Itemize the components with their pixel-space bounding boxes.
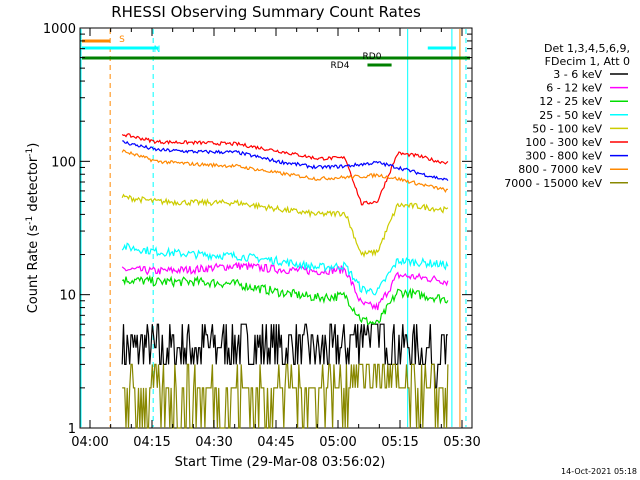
x-tick-label-0: 04:00 <box>71 435 108 450</box>
series-line-4 <box>121 193 449 258</box>
series-line-8 <box>122 363 449 429</box>
legend-label-8: 7000 - 15000 keV <box>504 177 602 190</box>
legend-label-2: 12 - 25 keV <box>539 95 602 108</box>
x-tick-label-4: 05:00 <box>319 435 356 450</box>
legend-label-3: 25 - 50 keV <box>539 109 602 122</box>
series-2 <box>122 274 449 326</box>
x-tick-label-3: 04:45 <box>257 435 294 450</box>
y-axis-label-sup1: -1 <box>25 216 35 225</box>
flag-bars: S N RD0 RD4 <box>82 35 470 71</box>
series-7 <box>121 149 448 194</box>
legend-label-5: 100 - 300 keV <box>525 136 602 149</box>
series-0 <box>121 323 448 389</box>
series-line-2 <box>122 274 449 326</box>
x-axis-label: Start Time (29-Mar-08 03:56:02) <box>175 455 386 470</box>
y-tick-label-2: 100 <box>51 155 76 170</box>
series-line-3 <box>121 242 449 296</box>
y-tick-label-3: 1000 <box>43 22 76 37</box>
plot-frame <box>79 27 473 429</box>
series-line-7 <box>121 149 448 194</box>
legend: Det 1,3,4,5,6,9, FDecim 1, Att 0 3 - 6 k… <box>504 42 630 190</box>
series-line-6 <box>122 140 449 181</box>
legend-header-1: Det 1,3,4,5,6,9, <box>544 42 630 55</box>
x-tick-label-5: 05:15 <box>381 435 418 450</box>
legend-label-4: 50 - 100 keV <box>532 122 602 135</box>
series-1 <box>121 261 449 311</box>
data-series <box>121 133 449 429</box>
y-axis-label-sup2: -1 <box>25 148 35 157</box>
series-6 <box>122 140 449 181</box>
x-tick-label-2: 04:30 <box>195 435 232 450</box>
flag-label-n: N <box>154 45 161 55</box>
y-axis-label: Count Rate (s-1 detector-1) <box>25 143 41 314</box>
legend-header-2: FDecim 1, Att 0 <box>545 55 630 68</box>
flag-label-s: S <box>119 35 125 45</box>
x-axis: 04:00 04:15 04:30 04:45 05:00 05:15 05:30 <box>71 28 481 450</box>
legend-label-7: 800 - 7000 keV <box>518 163 602 176</box>
x-tick-label-6: 05:30 <box>443 435 480 450</box>
chart-title: RHESSI Observing Summary Count Rates <box>111 3 421 21</box>
y-axis-label-mid: detector <box>26 156 41 216</box>
marker-lines <box>80 29 467 427</box>
x-tick-label-1: 04:15 <box>133 435 170 450</box>
series-3 <box>121 242 449 296</box>
series-4 <box>121 193 449 258</box>
legend-label-1: 6 - 12 keV <box>546 82 602 95</box>
legend-label-0: 3 - 6 keV <box>553 68 602 81</box>
legend-label-6: 300 - 800 keV <box>525 150 602 163</box>
series-line-5 <box>121 133 449 206</box>
flag-label-rd4: RD4 <box>331 61 350 71</box>
flag-label-rd0: RD0 <box>363 52 382 62</box>
series-line-0 <box>121 323 448 389</box>
footer-timestamp: 14-Oct-2021 05:18 <box>561 467 637 476</box>
series-8 <box>122 363 449 429</box>
series-line-1 <box>121 261 449 311</box>
y-axis: 1 10 100 1000 <box>43 22 472 437</box>
y-tick-label-0: 1 <box>68 422 76 437</box>
series-5 <box>121 133 449 206</box>
y-tick-label-1: 10 <box>59 289 76 304</box>
y-axis-label-main: Count Rate (s <box>26 225 41 314</box>
plot-area: S N RD0 RD4 1 10 100 1000 04:00 04:15 04:30 04:45… <box>43 22 481 450</box>
y-axis-label-end: ) <box>26 143 41 148</box>
